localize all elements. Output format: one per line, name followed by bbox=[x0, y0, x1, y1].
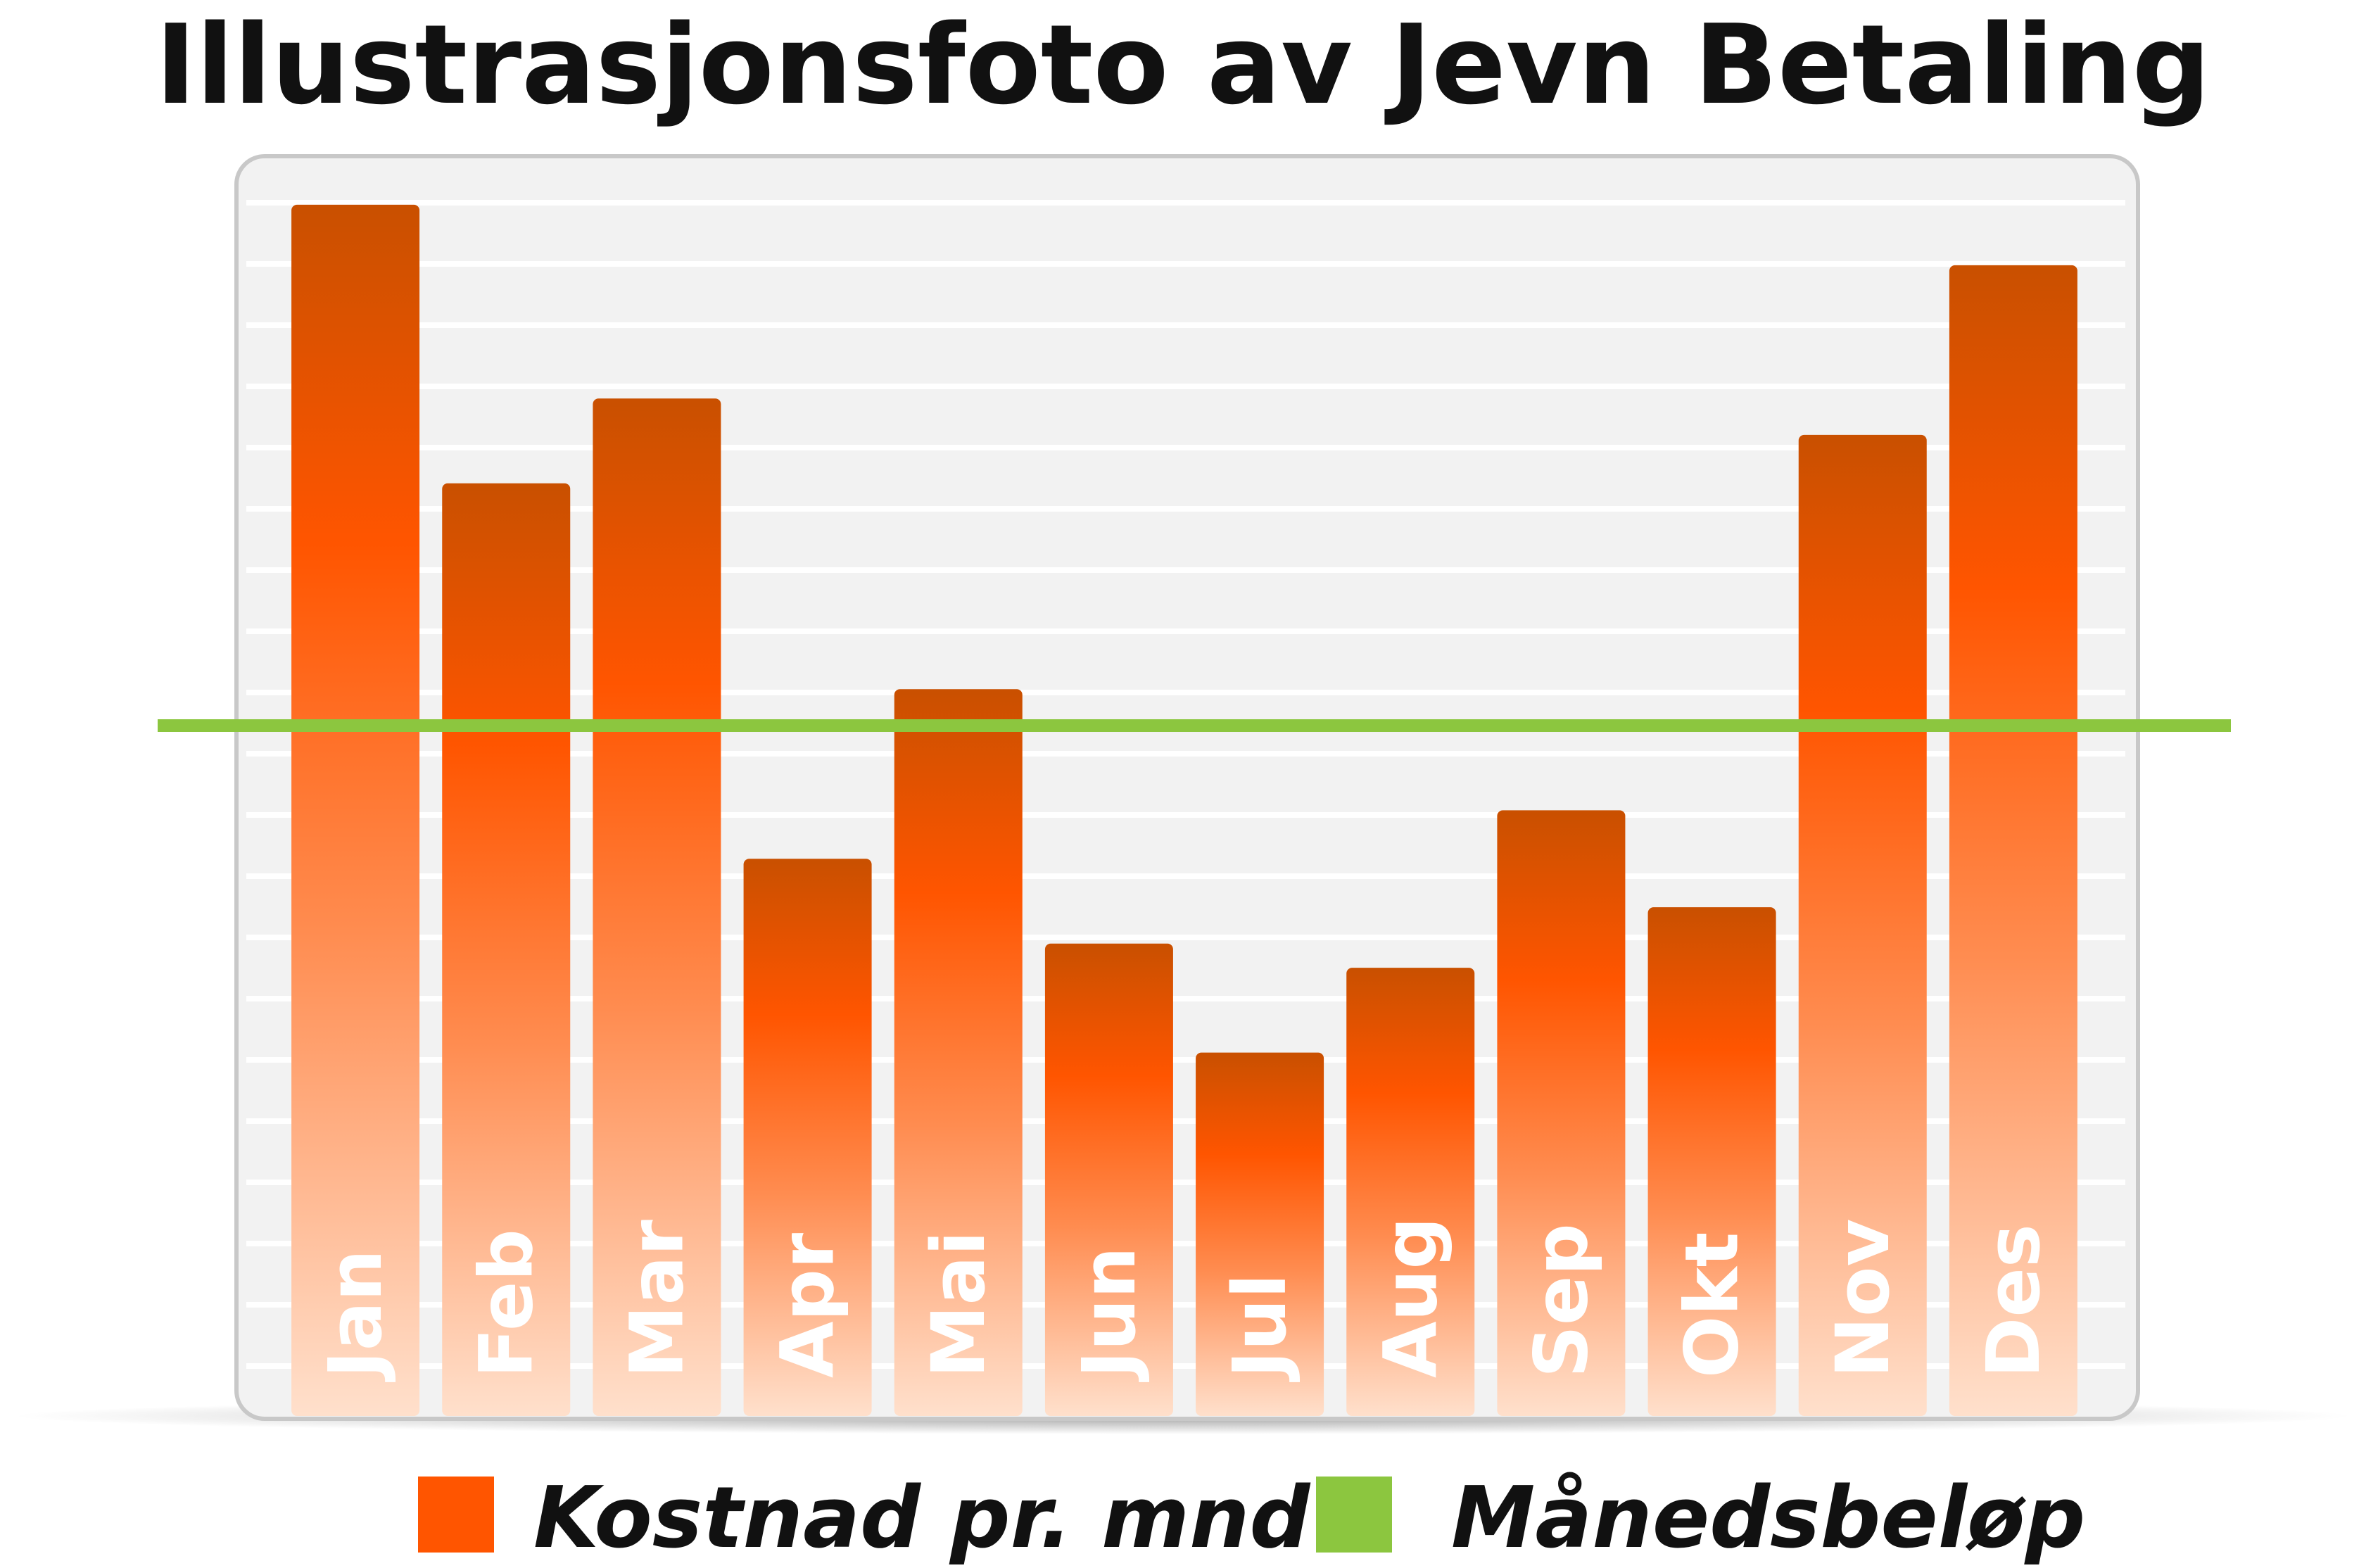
month-label-okt: Okt bbox=[1669, 1232, 1755, 1378]
month-label-des: Des bbox=[1970, 1224, 2056, 1378]
legend-swatch-kostnad bbox=[418, 1477, 494, 1553]
month-label-mai: Mai bbox=[916, 1231, 1001, 1378]
bar-aug bbox=[1346, 968, 1475, 1416]
month-label-nov: Nov bbox=[1820, 1219, 1906, 1378]
bar-feb bbox=[442, 483, 571, 1416]
legend-label-kostnad: Kostnad pr. mnd bbox=[533, 1469, 1311, 1567]
legend-swatch-manedsbelop bbox=[1316, 1477, 1392, 1553]
month-label-sep: Sep bbox=[1518, 1223, 1604, 1378]
bar-nov bbox=[1798, 434, 1927, 1416]
bar-jan bbox=[291, 204, 420, 1416]
month-label-aug: Aug bbox=[1367, 1217, 1453, 1378]
month-label-apr: Apr bbox=[765, 1233, 851, 1378]
legend: Kostnad pr. mnd Månedsbeløp bbox=[418, 1469, 2085, 1567]
bar-okt bbox=[1647, 907, 1776, 1416]
month-label-feb: Feb bbox=[463, 1229, 549, 1378]
bar-jul bbox=[1196, 1052, 1324, 1416]
month-label-jan: Jan bbox=[312, 1249, 398, 1382]
month-label-mar: Mar bbox=[614, 1220, 700, 1378]
bar-jun bbox=[1044, 943, 1173, 1416]
bar-apr bbox=[743, 859, 872, 1416]
legend-label-manedsbelop: Månedsbeløp bbox=[1451, 1469, 2085, 1567]
month-label-jul: Jul bbox=[1217, 1274, 1303, 1382]
bar-mar bbox=[593, 398, 721, 1417]
month-label-jun: Jun bbox=[1066, 1246, 1152, 1382]
bars: Jan Feb Mar Apr Mai Jun Jul Aug Sep Okt Nov Des bbox=[291, 204, 2077, 1417]
chart-title: Illustrasjonsfoto av Jevn Betaling bbox=[156, 1, 2211, 129]
bar-mai bbox=[894, 689, 1023, 1417]
bar-sep bbox=[1497, 810, 1626, 1416]
bar-des bbox=[1949, 265, 2077, 1417]
